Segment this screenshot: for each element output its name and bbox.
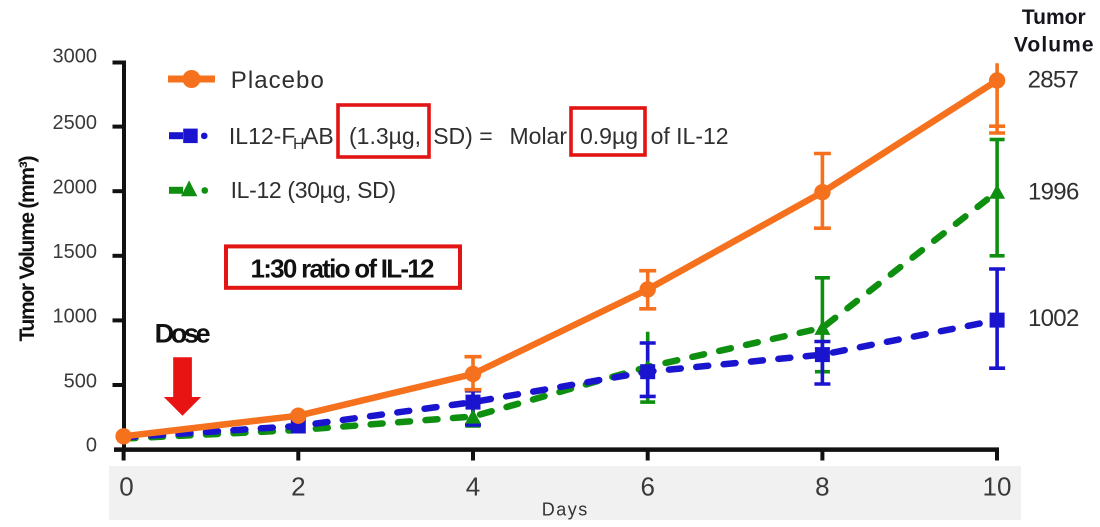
svg-text:6: 6 <box>640 472 654 502</box>
svg-text:Molar: Molar <box>510 123 568 149</box>
svg-text:2: 2 <box>291 472 305 502</box>
svg-text:2500: 2500 <box>53 112 98 134</box>
svg-text:1002: 1002 <box>1028 305 1079 332</box>
svg-text:Dose: Dose <box>155 319 211 349</box>
svg-text:2000: 2000 <box>53 177 98 199</box>
svg-text:0: 0 <box>119 472 133 502</box>
svg-text:SD) =: SD) = <box>433 123 492 149</box>
svg-text:3000: 3000 <box>53 46 98 68</box>
svg-text:1:30 ratio of IL-12: 1:30 ratio of IL-12 <box>251 254 435 284</box>
svg-text:1000: 1000 <box>53 305 98 327</box>
svg-text:8: 8 <box>815 472 829 502</box>
svg-text:IL12-F: IL12-F <box>229 123 295 149</box>
svg-text:0: 0 <box>86 435 97 457</box>
svg-text:10: 10 <box>983 472 1012 502</box>
svg-text:IL-12 (30µg, SD): IL-12 (30µg, SD) <box>231 177 397 203</box>
svg-text:1500: 1500 <box>53 241 98 263</box>
svg-text:(1.3µg,: (1.3µg, <box>349 123 421 149</box>
svg-text:H: H <box>293 136 305 153</box>
svg-text:2857: 2857 <box>1028 67 1079 94</box>
svg-text:1996: 1996 <box>1028 179 1079 206</box>
svg-text:AB: AB <box>303 123 334 149</box>
svg-text:of IL-12: of IL-12 <box>651 123 729 149</box>
svg-text:Volume: Volume <box>1014 33 1094 56</box>
svg-text:0.9µg: 0.9µg <box>580 123 638 149</box>
svg-text:Tumor Volume (mm³): Tumor Volume (mm³) <box>16 156 39 342</box>
svg-text:Days: Days <box>542 500 588 520</box>
svg-text:Placebo: Placebo <box>231 67 324 94</box>
svg-text:Tumor: Tumor <box>1022 6 1086 29</box>
svg-text:4: 4 <box>466 472 480 502</box>
svg-text:500: 500 <box>64 370 97 392</box>
